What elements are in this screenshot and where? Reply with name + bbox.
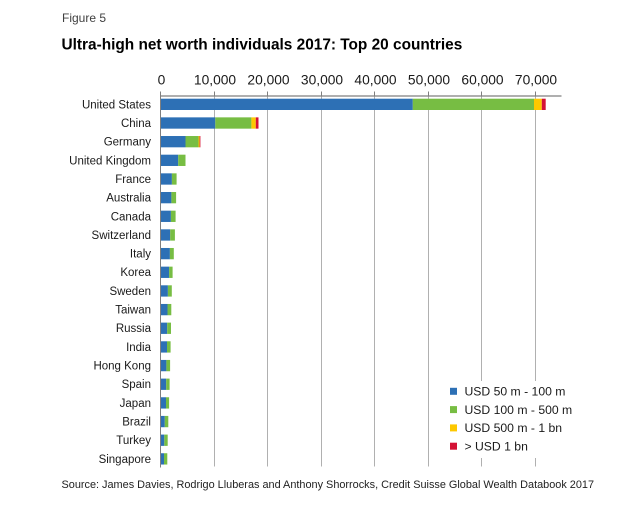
svg-text:Canada: Canada <box>111 211 152 223</box>
svg-text:20,000: 20,000 <box>247 72 290 87</box>
svg-text:50,000: 50,000 <box>408 72 451 87</box>
svg-text:Italy: Italy <box>130 249 151 261</box>
svg-text:Ultra-high net worth individua: Ultra-high net worth individuals 2017: T… <box>62 37 463 54</box>
svg-text:10,000: 10,000 <box>194 72 237 87</box>
svg-text:Turkey: Turkey <box>116 435 151 447</box>
svg-text:China: China <box>121 118 152 130</box>
svg-text:Germany: Germany <box>104 137 152 149</box>
svg-text:India: India <box>126 342 152 354</box>
svg-text:Source: James Davies, Rodrigo: Source: James Davies, Rodrigo Lluberas a… <box>62 479 595 491</box>
svg-text:Singapore: Singapore <box>99 454 151 466</box>
svg-text:Spain: Spain <box>122 379 151 391</box>
svg-text:Taiwan: Taiwan <box>115 305 151 317</box>
svg-text:Switzerland: Switzerland <box>92 230 151 242</box>
svg-text:40,000: 40,000 <box>354 72 397 87</box>
svg-text:Korea: Korea <box>120 267 151 279</box>
svg-text:Brazil: Brazil <box>122 417 151 429</box>
svg-text:Australia: Australia <box>106 193 151 205</box>
svg-text:United Kingdom: United Kingdom <box>69 155 151 167</box>
svg-text:60,000: 60,000 <box>461 72 504 87</box>
svg-text:USD 500 m - 1 bn: USD 500 m - 1 bn <box>465 421 563 435</box>
svg-text:United States: United States <box>82 99 151 111</box>
svg-text:30,000: 30,000 <box>301 72 344 87</box>
svg-text:0: 0 <box>158 72 166 87</box>
svg-text:Russia: Russia <box>116 323 152 335</box>
svg-text:Japan: Japan <box>120 398 151 410</box>
svg-text:USD 50 m - 100 m: USD 50 m - 100 m <box>465 385 566 399</box>
svg-text:USD 100 m - 500 m: USD 100 m - 500 m <box>465 403 573 417</box>
svg-text:70,000: 70,000 <box>515 72 558 87</box>
svg-text:> USD 1 bn: > USD 1 bn <box>465 440 528 454</box>
svg-text:Sweden: Sweden <box>109 286 151 298</box>
svg-text:Figure 5: Figure 5 <box>62 11 106 25</box>
svg-text:France: France <box>115 174 151 186</box>
svg-text:Hong Kong: Hong Kong <box>93 361 151 373</box>
